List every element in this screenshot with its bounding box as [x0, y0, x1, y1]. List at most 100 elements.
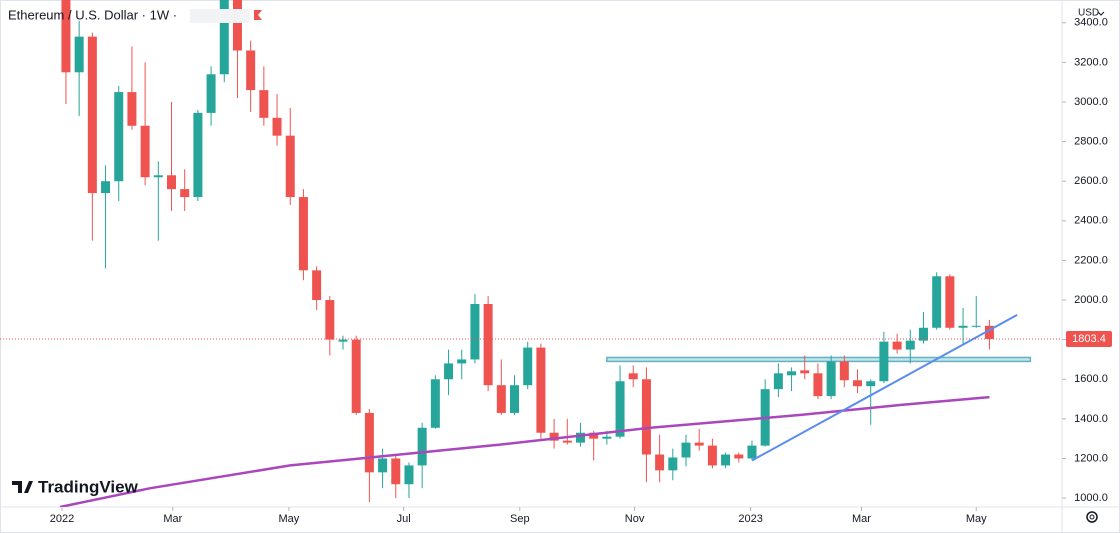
x-tick-label: Mar	[163, 513, 182, 525]
gear[interactable]	[1086, 511, 1098, 523]
candle-body	[114, 92, 124, 182]
candle-body	[87, 36, 97, 194]
candle-body	[430, 379, 440, 428]
gear-center[interactable]	[1089, 514, 1095, 520]
candle-body	[219, 0, 229, 75]
settings-icon[interactable]	[1086, 511, 1098, 523]
candle-body	[101, 181, 111, 194]
candle-body	[615, 381, 625, 437]
candle-body	[773, 373, 783, 390]
candle-body	[167, 175, 177, 190]
y-tick-label: 1000.0	[1074, 492, 1108, 504]
brand-logo: TradingView	[12, 477, 139, 496]
candle-body	[510, 385, 520, 413]
blurred-info	[190, 9, 250, 23]
candle-body	[391, 458, 401, 485]
x-tick-label: May	[279, 513, 300, 525]
y-tick-label: 2400.0	[1074, 215, 1108, 227]
candle-body	[298, 197, 308, 271]
candle-body	[536, 347, 546, 433]
candle-body	[74, 36, 84, 73]
price-label: 1803.4	[1072, 333, 1106, 345]
candle-body	[549, 432, 559, 441]
candle-body	[853, 380, 863, 387]
y-tick-label: 3000.0	[1074, 96, 1108, 108]
candle-body	[721, 454, 731, 466]
y-tick-label: 2800.0	[1074, 136, 1108, 148]
y-tick-label: 2000.0	[1074, 294, 1108, 306]
brand-name: TradingView	[38, 477, 139, 496]
support-zone	[606, 356, 1032, 363]
price-label-bg	[1066, 330, 1112, 347]
candle-body	[826, 361, 836, 397]
candle-body	[206, 74, 216, 113]
y-tick-label: 1600.0	[1074, 373, 1108, 385]
candle-body	[918, 327, 928, 341]
candle-body	[668, 457, 678, 471]
candle-body	[457, 359, 467, 364]
candle-body	[747, 445, 757, 459]
candle-body	[312, 270, 322, 301]
dropdown-arrow[interactable]	[1097, 11, 1105, 16]
candle-body	[628, 373, 638, 380]
y-tick-label: 2200.0	[1074, 254, 1108, 266]
candle-body	[905, 340, 915, 350]
candle-body	[338, 339, 348, 342]
candle-body	[285, 135, 295, 198]
candle-body	[417, 427, 427, 466]
candle-body	[325, 300, 335, 340]
candle-body	[232, 0, 242, 51]
candle-body	[193, 112, 203, 198]
candle-body	[140, 125, 150, 178]
candle-body	[800, 370, 810, 374]
candle-body	[879, 341, 889, 382]
overlay-line	[59, 395, 990, 507]
y-tick-label: 1200.0	[1074, 452, 1108, 464]
y-tick-label: 3200.0	[1074, 56, 1108, 68]
x-tick-label: 2022	[50, 513, 74, 525]
x-tick-label: Mar	[852, 513, 871, 525]
candle-body	[378, 458, 388, 473]
candle-body	[655, 454, 665, 471]
candle-body	[984, 325, 994, 339]
logo-icon	[12, 481, 33, 493]
candle-body	[707, 445, 717, 466]
x-tick-label: May	[966, 513, 987, 525]
candle-body	[958, 325, 968, 328]
candle-body	[61, 0, 71, 73]
candle-body	[932, 276, 942, 328]
candle-body	[483, 304, 493, 386]
flag-icon	[254, 10, 262, 20]
x-tick-label: Sep	[510, 513, 530, 525]
candle-body	[681, 442, 691, 458]
candle-body	[734, 454, 744, 459]
candle-body	[945, 276, 955, 328]
x-tick-label: 2023	[738, 513, 762, 525]
plot-area	[0, 0, 1062, 507]
candle-body	[259, 90, 269, 118]
y-tick-label: 1400.0	[1074, 413, 1108, 425]
candle-body	[351, 339, 361, 413]
candle-body	[562, 440, 572, 443]
candle-body	[694, 442, 704, 446]
candle-body	[404, 465, 414, 485]
candle-body	[589, 432, 599, 439]
x-tick-label: Nov	[625, 513, 645, 525]
candle-body	[523, 347, 533, 386]
candle-body	[575, 432, 585, 443]
y-tick-label: 2600.0	[1074, 175, 1108, 187]
candle-body	[892, 341, 902, 350]
x-tick-label: Jul	[397, 513, 411, 525]
candle-body	[272, 117, 282, 136]
candle-body	[602, 436, 612, 439]
currency-button[interactable]: USD	[1078, 8, 1099, 19]
candle-body	[364, 412, 374, 473]
candle-body	[866, 381, 876, 387]
y-tick-label: 3400.0	[1074, 17, 1108, 29]
candle-body	[839, 361, 849, 381]
candle-body	[180, 189, 190, 198]
candle-body	[496, 385, 506, 413]
candle-body	[470, 304, 480, 360]
